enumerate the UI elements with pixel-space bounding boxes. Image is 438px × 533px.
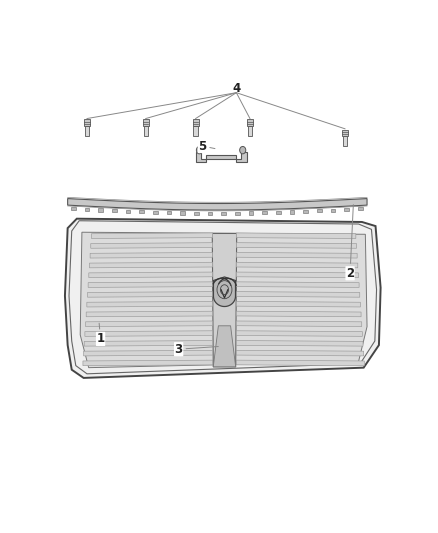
Polygon shape bbox=[236, 331, 362, 336]
Polygon shape bbox=[85, 331, 213, 336]
Polygon shape bbox=[126, 209, 131, 213]
Polygon shape bbox=[249, 212, 253, 215]
Polygon shape bbox=[85, 321, 213, 327]
Polygon shape bbox=[236, 360, 364, 366]
Polygon shape bbox=[262, 211, 267, 214]
Polygon shape bbox=[85, 208, 89, 211]
Text: 1: 1 bbox=[96, 323, 105, 345]
Polygon shape bbox=[236, 282, 359, 287]
Polygon shape bbox=[112, 209, 117, 212]
Polygon shape bbox=[166, 211, 171, 214]
Polygon shape bbox=[236, 341, 363, 346]
Polygon shape bbox=[276, 211, 281, 214]
Polygon shape bbox=[84, 350, 213, 356]
Polygon shape bbox=[194, 212, 199, 215]
Polygon shape bbox=[193, 119, 199, 126]
Polygon shape bbox=[221, 212, 226, 215]
Polygon shape bbox=[85, 126, 89, 136]
Polygon shape bbox=[67, 199, 367, 210]
Polygon shape bbox=[92, 233, 213, 238]
Polygon shape bbox=[139, 210, 144, 214]
Polygon shape bbox=[91, 243, 213, 248]
Polygon shape bbox=[87, 302, 213, 307]
Polygon shape bbox=[236, 350, 364, 356]
Polygon shape bbox=[236, 262, 358, 268]
Polygon shape bbox=[213, 326, 236, 367]
Polygon shape bbox=[143, 119, 149, 126]
Polygon shape bbox=[317, 209, 321, 213]
Polygon shape bbox=[290, 211, 294, 214]
Polygon shape bbox=[236, 233, 356, 238]
Polygon shape bbox=[235, 212, 240, 215]
Polygon shape bbox=[208, 212, 212, 215]
Text: 3: 3 bbox=[175, 343, 218, 356]
Polygon shape bbox=[236, 302, 360, 307]
Polygon shape bbox=[196, 152, 247, 163]
Polygon shape bbox=[331, 208, 336, 212]
Polygon shape bbox=[71, 207, 76, 211]
Polygon shape bbox=[236, 243, 357, 248]
Polygon shape bbox=[236, 253, 357, 258]
Polygon shape bbox=[89, 262, 213, 268]
Text: 5: 5 bbox=[198, 140, 215, 152]
Polygon shape bbox=[153, 211, 158, 214]
Polygon shape bbox=[90, 253, 213, 258]
Polygon shape bbox=[89, 272, 213, 278]
Polygon shape bbox=[65, 219, 381, 378]
Text: 4: 4 bbox=[232, 82, 240, 95]
Polygon shape bbox=[99, 208, 103, 212]
Polygon shape bbox=[236, 292, 360, 297]
Polygon shape bbox=[80, 232, 367, 368]
Polygon shape bbox=[236, 311, 361, 317]
Polygon shape bbox=[236, 272, 358, 278]
Polygon shape bbox=[212, 233, 237, 367]
Polygon shape bbox=[248, 126, 252, 136]
Polygon shape bbox=[236, 321, 362, 327]
Polygon shape bbox=[194, 126, 198, 136]
Polygon shape bbox=[342, 130, 348, 136]
Polygon shape bbox=[88, 292, 213, 297]
Polygon shape bbox=[144, 126, 148, 136]
Polygon shape bbox=[88, 282, 213, 287]
Polygon shape bbox=[358, 207, 363, 211]
Circle shape bbox=[196, 147, 202, 154]
Polygon shape bbox=[344, 208, 349, 211]
Circle shape bbox=[240, 147, 246, 154]
Polygon shape bbox=[213, 277, 236, 306]
Polygon shape bbox=[303, 210, 308, 213]
Polygon shape bbox=[247, 119, 253, 126]
Polygon shape bbox=[84, 119, 90, 126]
Text: 2: 2 bbox=[346, 205, 354, 280]
Polygon shape bbox=[180, 212, 185, 215]
Polygon shape bbox=[83, 360, 213, 366]
Polygon shape bbox=[84, 341, 213, 346]
Polygon shape bbox=[86, 311, 213, 317]
Polygon shape bbox=[343, 136, 347, 146]
